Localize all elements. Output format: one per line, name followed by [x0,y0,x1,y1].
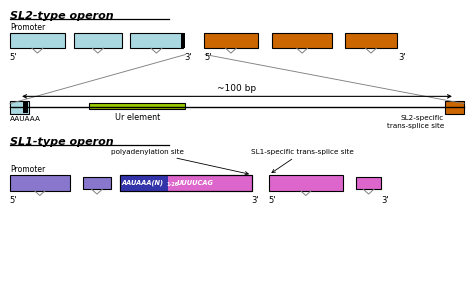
Bar [83,177,110,189]
Text: 5': 5' [10,196,18,205]
Text: SL2-type operon: SL2-type operon [10,11,113,21]
Text: 5': 5' [204,53,212,62]
Bar [74,33,122,48]
Bar [120,175,252,190]
Bar [345,33,397,48]
Bar [23,102,27,113]
Bar [10,175,70,190]
Text: 1-26: 1-26 [167,182,179,187]
Bar [445,101,464,114]
Text: Promoter: Promoter [10,23,45,32]
Bar [10,101,29,114]
Text: 3': 3' [398,53,406,62]
Text: Promoter: Promoter [10,165,45,174]
Bar [130,33,182,48]
Bar [269,175,343,190]
Text: SL2-specific
trans-splice site: SL2-specific trans-splice site [387,115,444,128]
Text: 3': 3' [184,53,192,62]
Bar [181,33,185,48]
Text: 3': 3' [251,196,259,205]
Bar [356,177,381,189]
Text: AAUAAA(N): AAUAAA(N) [121,180,164,186]
Text: SL1-specific trans-splice site: SL1-specific trans-splice site [251,149,354,173]
Text: UUUUCAG: UUUUCAG [176,180,213,186]
Text: Ur element: Ur element [115,113,160,122]
Bar [90,103,185,109]
Text: SL1-type operon: SL1-type operon [10,137,113,147]
Bar [204,33,258,48]
Text: ~100 bp: ~100 bp [218,84,256,93]
Bar [120,175,252,190]
Text: 5': 5' [10,53,18,62]
Text: 5': 5' [268,196,275,205]
Text: 3': 3' [382,196,389,205]
Text: AAUAAA: AAUAAA [10,116,41,122]
Bar [272,33,332,48]
Text: polyadenylation site: polyadenylation site [111,149,248,175]
Bar [10,33,65,48]
Bar [120,175,168,190]
